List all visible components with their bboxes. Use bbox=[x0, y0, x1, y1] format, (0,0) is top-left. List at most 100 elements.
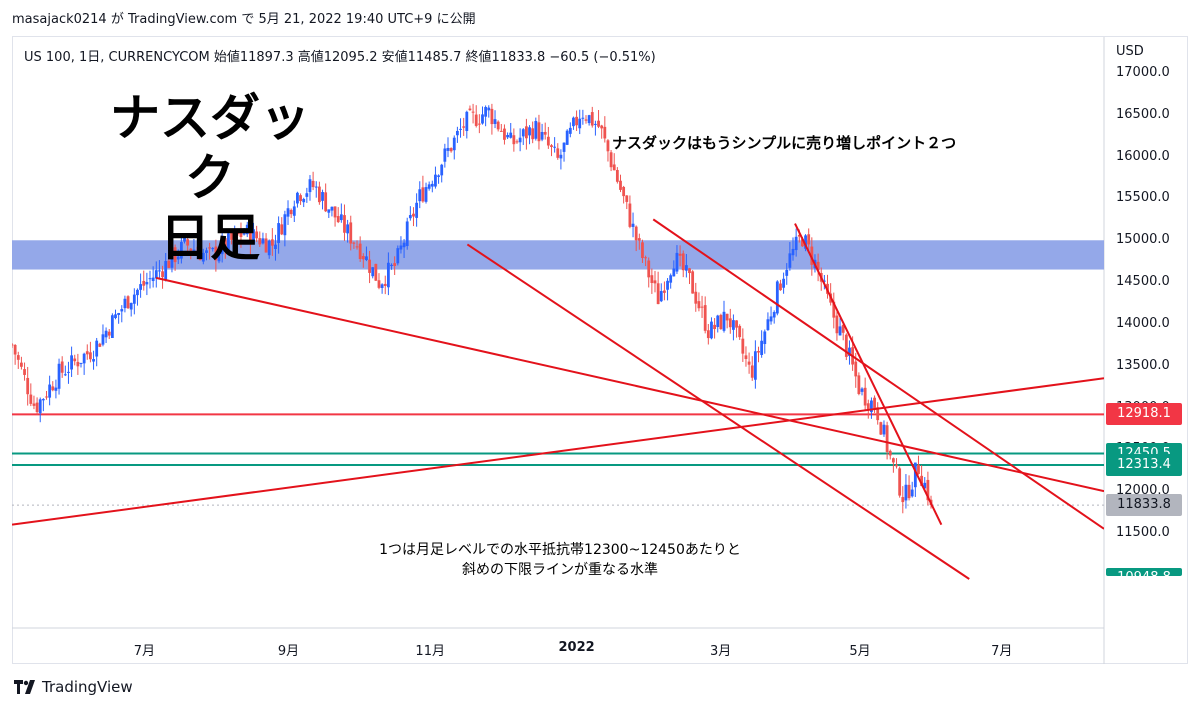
candle-body bbox=[430, 183, 434, 187]
y-tick-label: 15500.0 bbox=[1116, 190, 1170, 206]
candle-body bbox=[233, 231, 237, 239]
candle-body bbox=[51, 386, 55, 391]
candle-body bbox=[873, 397, 876, 410]
candle-body bbox=[462, 126, 466, 128]
candle-body bbox=[195, 251, 199, 253]
candle-body bbox=[142, 280, 146, 286]
tradingview-brand[interactable]: TradingView bbox=[14, 678, 133, 696]
trend-line-1[interactable] bbox=[12, 377, 1104, 526]
candle-body bbox=[236, 232, 240, 235]
candle-body bbox=[612, 164, 616, 171]
candle-body bbox=[484, 107, 488, 117]
candle-body bbox=[481, 114, 484, 124]
candle-body bbox=[371, 267, 375, 277]
candle-body bbox=[468, 108, 472, 111]
candle-body bbox=[562, 142, 566, 152]
x-tick-label: 7月 bbox=[133, 644, 156, 659]
candle-body bbox=[503, 128, 506, 140]
candle-body bbox=[314, 186, 318, 188]
candle-body bbox=[161, 271, 164, 278]
annotation-sell-points: ナスダックはもうシンプルに売り増しポイント２つ bbox=[612, 134, 957, 152]
candle-body bbox=[521, 129, 525, 137]
candle-body bbox=[832, 301, 836, 318]
candle-body bbox=[644, 257, 647, 259]
candle-body bbox=[110, 315, 114, 338]
candle-body bbox=[515, 141, 519, 143]
candle-body bbox=[565, 130, 569, 145]
candle-body bbox=[170, 248, 174, 268]
candle-body bbox=[882, 424, 886, 435]
candle-body bbox=[681, 253, 685, 271]
candle-body bbox=[220, 238, 224, 255]
candle-body bbox=[211, 248, 215, 250]
candle-body bbox=[217, 255, 221, 262]
candle-body bbox=[540, 131, 544, 140]
trend-line-3[interactable] bbox=[652, 218, 1104, 530]
candle-body bbox=[361, 255, 365, 260]
candle-body bbox=[678, 253, 682, 256]
candle-body bbox=[888, 450, 892, 456]
y-tick-label: 11500.0 bbox=[1116, 525, 1170, 540]
candle-body bbox=[713, 324, 716, 330]
candle-body bbox=[898, 468, 902, 496]
candle-body bbox=[267, 240, 271, 256]
candle-body bbox=[628, 203, 632, 227]
candle-body bbox=[769, 316, 773, 322]
candle-body bbox=[779, 283, 782, 291]
candle-body bbox=[405, 221, 409, 247]
candle-body bbox=[346, 224, 350, 234]
candle-body bbox=[474, 114, 478, 126]
y-tick-label: 16500.0 bbox=[1116, 106, 1170, 122]
candle-body bbox=[666, 280, 669, 290]
candle-body bbox=[637, 238, 641, 241]
candle-body bbox=[283, 214, 287, 236]
candle-body bbox=[415, 202, 419, 218]
candle-body bbox=[270, 239, 274, 246]
x-tick-label: 3月 bbox=[709, 644, 732, 659]
candle-body bbox=[16, 355, 20, 360]
publish-header: masajack0214 が TradingView.com で 5月 21, … bbox=[12, 12, 476, 27]
chart-frame[interactable] bbox=[12, 36, 1188, 664]
candle-body bbox=[675, 252, 679, 272]
candle-body bbox=[656, 283, 660, 305]
trend-line-2[interactable] bbox=[466, 243, 970, 580]
candle-body bbox=[198, 250, 202, 261]
candle-body bbox=[76, 361, 80, 367]
candle-body bbox=[763, 331, 767, 345]
chart-title-overlay: ナスダック 日足 bbox=[90, 88, 330, 268]
candle-body bbox=[744, 355, 748, 359]
candle-body bbox=[383, 283, 387, 286]
candle-body bbox=[365, 256, 368, 260]
trend-line-4[interactable] bbox=[794, 223, 943, 526]
candle-body bbox=[333, 206, 337, 218]
annotation-line-2: 斜めの下限ラインが重なる水準 bbox=[462, 562, 658, 578]
candle-body bbox=[104, 330, 108, 338]
candle-body bbox=[377, 280, 381, 288]
x-tick-label: 11月 bbox=[415, 644, 445, 659]
candle-body bbox=[286, 208, 290, 217]
candle-body bbox=[876, 407, 880, 421]
y-tick-label: 14500.0 bbox=[1116, 274, 1170, 290]
candle-body bbox=[321, 192, 324, 201]
candle-body bbox=[402, 242, 406, 248]
candle-body bbox=[186, 239, 190, 246]
candle-body bbox=[245, 224, 249, 235]
candle-body bbox=[23, 369, 26, 375]
candle-body bbox=[766, 319, 770, 331]
candle-body bbox=[841, 324, 845, 333]
candle-body bbox=[753, 351, 757, 380]
candle-body bbox=[101, 334, 105, 345]
candle-body bbox=[343, 215, 346, 233]
candle-body bbox=[223, 238, 227, 251]
candle-body bbox=[189, 248, 193, 251]
candle-body bbox=[311, 180, 315, 188]
candle-body bbox=[615, 170, 619, 182]
candle-body bbox=[572, 117, 575, 127]
candle-body bbox=[390, 264, 393, 267]
candle-body bbox=[772, 312, 776, 318]
trend-line-0[interactable] bbox=[155, 276, 1104, 493]
candle-body bbox=[12, 344, 14, 346]
candle-body bbox=[587, 115, 591, 124]
candle-body bbox=[154, 270, 158, 279]
